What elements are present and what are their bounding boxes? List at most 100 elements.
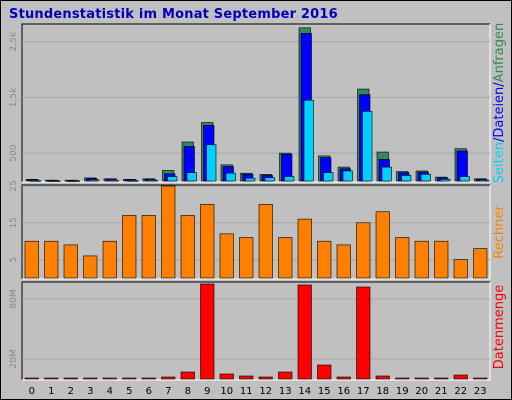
bar-rechner-21 — [434, 240, 449, 279]
bar-rechner-23 — [473, 248, 488, 279]
legend-top-part: Anfragen — [492, 23, 507, 83]
top-y-tick: 1,5k — [9, 87, 19, 107]
bar-datenmenge-22 — [453, 374, 468, 380]
bar-seiten-16 — [342, 170, 353, 182]
bar-datenmenge-15 — [317, 364, 332, 380]
bar-rechner-8 — [180, 215, 195, 279]
bar-datenmenge-16 — [336, 376, 351, 380]
legend-top-part: / — [492, 137, 507, 142]
bar-rechner-4 — [102, 240, 117, 279]
legend-middle: Rechner — [492, 205, 507, 259]
bar-datenmenge-17 — [356, 286, 371, 380]
chart-panels — [21, 23, 491, 381]
panel-2-background — [22, 282, 490, 380]
top-y-tick: 500 — [9, 144, 19, 161]
bar-datenmenge-7 — [161, 376, 176, 380]
bar-datenmenge-12 — [258, 376, 273, 380]
bar-seiten-6 — [147, 179, 158, 182]
bar-seiten-23 — [479, 179, 490, 182]
bar-seiten-11 — [245, 177, 256, 182]
bar-rechner-2 — [63, 244, 78, 279]
bar-rechner-14 — [297, 218, 312, 279]
middle-y-tick: 15 — [9, 217, 19, 228]
bar-datenmenge-8 — [180, 371, 195, 380]
page-title: Stundenstatistik im Monat September 2016 — [9, 7, 338, 22]
bar-seiten-14 — [303, 99, 314, 182]
panel-1-background — [22, 185, 490, 279]
bar-datenmenge-23 — [473, 377, 488, 380]
legend-top: Seiten/Dateien/Anfragen — [492, 23, 507, 183]
bar-seiten-2 — [69, 180, 80, 183]
bar-rechner-9 — [200, 204, 215, 279]
bar-rechner-6 — [141, 215, 156, 279]
bar-seiten-13 — [284, 176, 295, 182]
panel-2-border-light — [22, 282, 491, 381]
legend-top-part: / — [492, 82, 507, 87]
x-tick-9: 9 — [204, 386, 210, 397]
bar-seiten-7 — [167, 176, 178, 182]
bar-rechner-10 — [219, 233, 234, 279]
bar-datenmenge-4 — [102, 377, 117, 380]
x-tick-8: 8 — [185, 386, 191, 397]
bar-datenmenge-13 — [278, 371, 293, 380]
x-tick-21: 21 — [435, 386, 448, 397]
x-tick-3: 3 — [87, 386, 93, 397]
bar-datenmenge-20 — [414, 377, 429, 380]
bar-seiten-0 — [30, 180, 41, 182]
x-tick-17: 17 — [357, 386, 370, 397]
x-tick-5: 5 — [126, 386, 132, 397]
bar-datenmenge-14 — [297, 284, 312, 380]
x-tick-23: 23 — [474, 386, 487, 397]
x-tick-10: 10 — [220, 386, 233, 397]
bars — [24, 27, 490, 380]
bar-rechner-19 — [395, 237, 410, 279]
panel-0-border-dark — [21, 23, 490, 182]
bar-rechner-15 — [317, 240, 332, 279]
x-tick-labels: 0 1 2 3 4 5 6 7 8 9 10 11 12 13 14 15 16 17 18 19 20 21 22 23 — [29, 386, 487, 397]
bar-datenmenge-2 — [63, 377, 78, 380]
bar-datenmenge-5 — [122, 377, 137, 380]
x-tick-0: 0 — [29, 386, 35, 397]
bar-rechner-5 — [122, 215, 137, 279]
bar-seiten-21 — [440, 179, 451, 182]
bottom-y-tick: 20M — [9, 349, 19, 368]
x-tick-7: 7 — [165, 386, 171, 397]
bar-rechner-11 — [239, 237, 254, 279]
bar-seiten-22 — [459, 176, 470, 182]
legend-top-part: Seiten — [492, 142, 507, 183]
bar-seiten-18 — [381, 166, 392, 182]
x-tick-15: 15 — [318, 386, 331, 397]
bar-rechner-13 — [278, 237, 293, 279]
panel-1-border-light — [22, 185, 491, 280]
bar-seiten-20 — [420, 174, 431, 182]
panel-2-border-dark — [21, 281, 490, 380]
bar-rechner-17 — [356, 222, 371, 279]
bar-rechner-7 — [161, 185, 176, 279]
bar-seiten-4 — [108, 179, 119, 182]
bottom-y-tick: 80M — [9, 289, 19, 308]
bar-rechner-22 — [453, 259, 468, 279]
y-tick-labels: 2,5k 1,5k 500 25 15 5 80M 20M — [9, 31, 19, 368]
bar-seiten-19 — [401, 175, 412, 182]
bar-rechner-1 — [44, 240, 59, 279]
panel-0-background — [22, 24, 490, 182]
x-tick-16: 16 — [337, 386, 350, 397]
x-tick-6: 6 — [146, 386, 152, 397]
panel-1-border-dark — [21, 184, 490, 279]
bar-datenmenge-11 — [239, 375, 254, 380]
bar-seiten-9 — [206, 144, 217, 182]
top-y-tick: 2,5k — [9, 31, 19, 51]
x-tick-1: 1 — [48, 386, 54, 397]
bar-seiten-12 — [264, 177, 275, 182]
bar-seiten-3 — [89, 179, 100, 182]
middle-y-tick: 25 — [9, 180, 19, 191]
bar-datenmenge-0 — [24, 377, 39, 380]
bar-rechner-18 — [375, 211, 390, 279]
x-tick-14: 14 — [298, 386, 311, 397]
bar-seiten-15 — [323, 172, 334, 182]
middle-y-tick: 5 — [9, 257, 19, 263]
bar-datenmenge-6 — [141, 377, 156, 380]
x-tick-11: 11 — [240, 386, 253, 397]
x-tick-12: 12 — [259, 386, 272, 397]
